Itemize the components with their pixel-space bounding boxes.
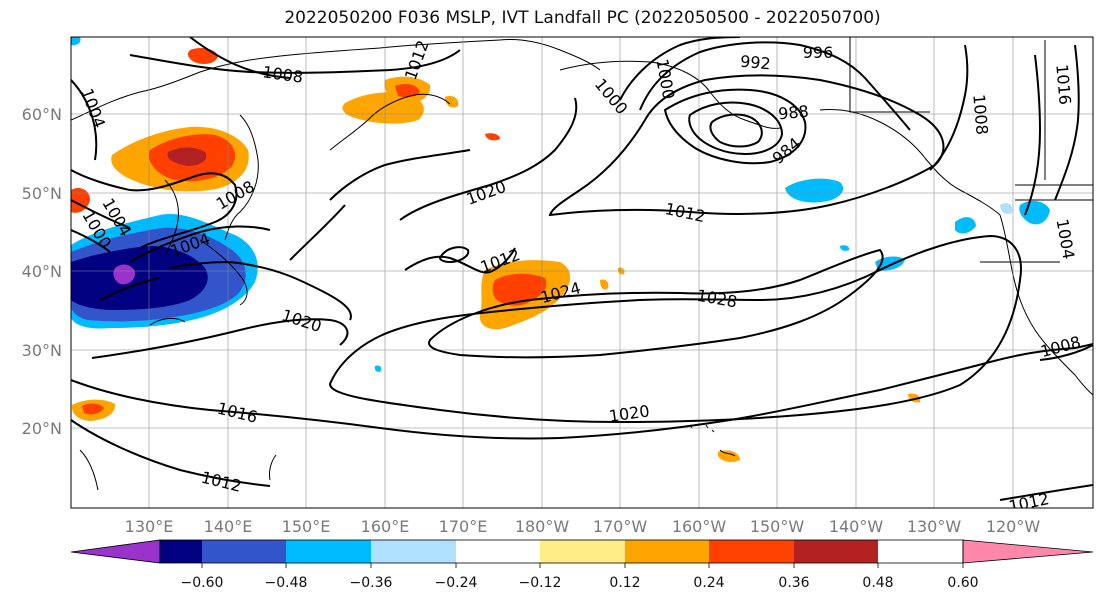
- lon-label: 180°W: [515, 517, 570, 536]
- lon-label: 160°W: [672, 517, 727, 536]
- colorbar-tick-label: −0.36: [350, 575, 393, 591]
- lat-label: 60°N: [22, 105, 62, 124]
- colorbar-box: [709, 540, 794, 563]
- contour-label: 988: [777, 102, 809, 124]
- colorbar-tick-label: −0.48: [265, 575, 308, 591]
- colorbar-box: [540, 540, 625, 563]
- lat-label: 30°N: [22, 341, 62, 360]
- contour-label: 1008: [969, 93, 991, 135]
- lon-label: 140°E: [204, 517, 253, 536]
- colorbar-tick-label: −0.24: [435, 575, 478, 591]
- lon-label: 130°W: [907, 517, 962, 536]
- colorbar-box: [456, 540, 540, 563]
- lon-label: 150°E: [282, 517, 331, 536]
- negative-ivt-region-gulf: [785, 178, 844, 203]
- colorbar-tick-label: 0.48: [862, 575, 893, 591]
- longitude-labels: 130°E 140°E 150°E 160°E 170°E 180°W 170°…: [125, 517, 1041, 536]
- lon-label: 150°W: [750, 517, 805, 536]
- colorbar-tick-label: −0.12: [519, 575, 562, 591]
- colorbar-tick-label: −0.60: [181, 575, 224, 591]
- colorbar-box: [160, 540, 202, 563]
- lat-label: 40°N: [22, 262, 62, 281]
- lat-label: 50°N: [22, 184, 62, 203]
- colorbar-box: [794, 540, 878, 563]
- colorbar-box: [625, 540, 709, 563]
- colorbar: −0.60 −0.48 −0.36 −0.24 −0.12 0.12 0.24 0.36 0.4…: [70, 539, 1094, 591]
- colorbar-tick-label: 0.24: [693, 575, 724, 591]
- colorbar-box: [286, 540, 371, 563]
- lon-label: 120°W: [986, 517, 1041, 536]
- lat-label: 20°N: [22, 419, 62, 438]
- contour-label: 996: [803, 43, 834, 62]
- contour-label: 1016: [1052, 63, 1074, 105]
- coastlines: [71, 37, 1093, 491]
- map-frame: [70, 36, 1094, 509]
- colorbar-box: [202, 540, 286, 563]
- colorbar-right-extension: [962, 539, 1094, 564]
- ivt-shading: [71, 37, 1050, 463]
- lon-label: 130°E: [125, 517, 174, 536]
- lon-label: 170°E: [439, 517, 488, 536]
- lon-label: 160°E: [361, 517, 410, 536]
- latitude-labels: 60°N 50°N 40°N 30°N 20°N: [22, 105, 62, 438]
- lon-label: 140°W: [829, 517, 884, 536]
- lon-label: 170°W: [593, 517, 648, 536]
- gridlines: [71, 37, 1093, 508]
- figure-title: 2022050200 F036 MSLP, IVT Landfall PC (2…: [284, 8, 881, 28]
- colorbar-tick-label: 0.12: [609, 575, 640, 591]
- colorbar-tick-label: 0.60: [947, 575, 978, 591]
- colorbar-left-extension: [70, 539, 161, 564]
- contour-label: 992: [739, 52, 771, 74]
- mslp-contours: [71, 37, 1093, 501]
- colorbar-tick-label: 0.36: [778, 575, 809, 591]
- colorbar-box: [371, 540, 456, 563]
